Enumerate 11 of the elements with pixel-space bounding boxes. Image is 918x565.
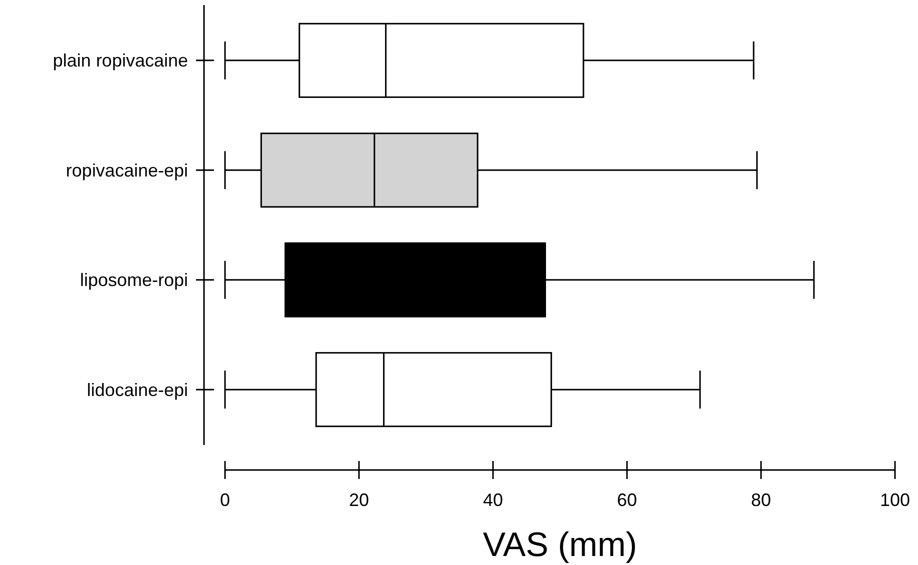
x-tick-label: 0 [220,490,230,510]
x-tick-label: 60 [616,490,638,510]
x-axis-title: VAS (mm) [482,526,638,564]
x-tick-label: 40 [482,490,504,510]
y-tick-label: liposome-ropi [80,270,188,290]
y-tick-label: ropivacaine-epi [66,160,188,180]
x-tick-label: 100 [880,490,910,510]
x-tick-label: 20 [348,490,370,510]
y-tick-label: plain ropivacaine [52,50,188,71]
y-tick-label: lidocaine-epi [86,380,188,400]
x-tick-label: 80 [750,490,772,510]
